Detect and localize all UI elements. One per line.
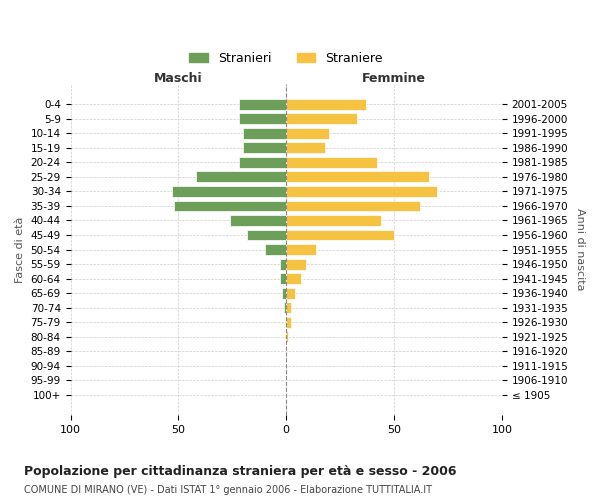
Bar bbox=[280, 258, 286, 270]
Bar bbox=[286, 99, 366, 110]
Bar bbox=[280, 273, 286, 284]
Bar bbox=[174, 200, 286, 211]
Bar bbox=[230, 215, 286, 226]
Bar bbox=[286, 186, 437, 197]
Bar bbox=[286, 114, 358, 124]
Bar bbox=[286, 244, 316, 255]
Bar bbox=[286, 288, 295, 298]
Bar bbox=[286, 302, 290, 313]
Bar bbox=[286, 142, 325, 154]
Text: Femmine: Femmine bbox=[362, 72, 426, 86]
Bar bbox=[265, 244, 286, 255]
Bar bbox=[243, 142, 286, 154]
Bar bbox=[286, 331, 289, 342]
Bar bbox=[284, 302, 286, 313]
Bar bbox=[239, 114, 286, 124]
Bar bbox=[286, 316, 290, 328]
Bar bbox=[286, 157, 377, 168]
Bar bbox=[286, 172, 428, 182]
Text: Popolazione per cittadinanza straniera per età e sesso - 2006: Popolazione per cittadinanza straniera p… bbox=[24, 465, 457, 478]
Text: COMUNE DI MIRANO (VE) - Dati ISTAT 1° gennaio 2006 - Elaborazione TUTTITALIA.IT: COMUNE DI MIRANO (VE) - Dati ISTAT 1° ge… bbox=[24, 485, 432, 495]
Bar bbox=[286, 200, 420, 211]
Bar bbox=[243, 128, 286, 139]
Bar bbox=[239, 157, 286, 168]
Y-axis label: Anni di nascita: Anni di nascita bbox=[575, 208, 585, 291]
Bar bbox=[286, 215, 381, 226]
Legend: Stranieri, Straniere: Stranieri, Straniere bbox=[184, 47, 388, 70]
Bar bbox=[196, 172, 286, 182]
Bar bbox=[172, 186, 286, 197]
Text: Maschi: Maschi bbox=[154, 72, 203, 86]
Y-axis label: Fasce di età: Fasce di età bbox=[15, 216, 25, 282]
Bar bbox=[286, 273, 301, 284]
Bar bbox=[239, 99, 286, 110]
Bar bbox=[286, 230, 394, 240]
Bar bbox=[286, 128, 329, 139]
Bar bbox=[247, 230, 286, 240]
Bar bbox=[282, 288, 286, 298]
Bar bbox=[286, 258, 305, 270]
